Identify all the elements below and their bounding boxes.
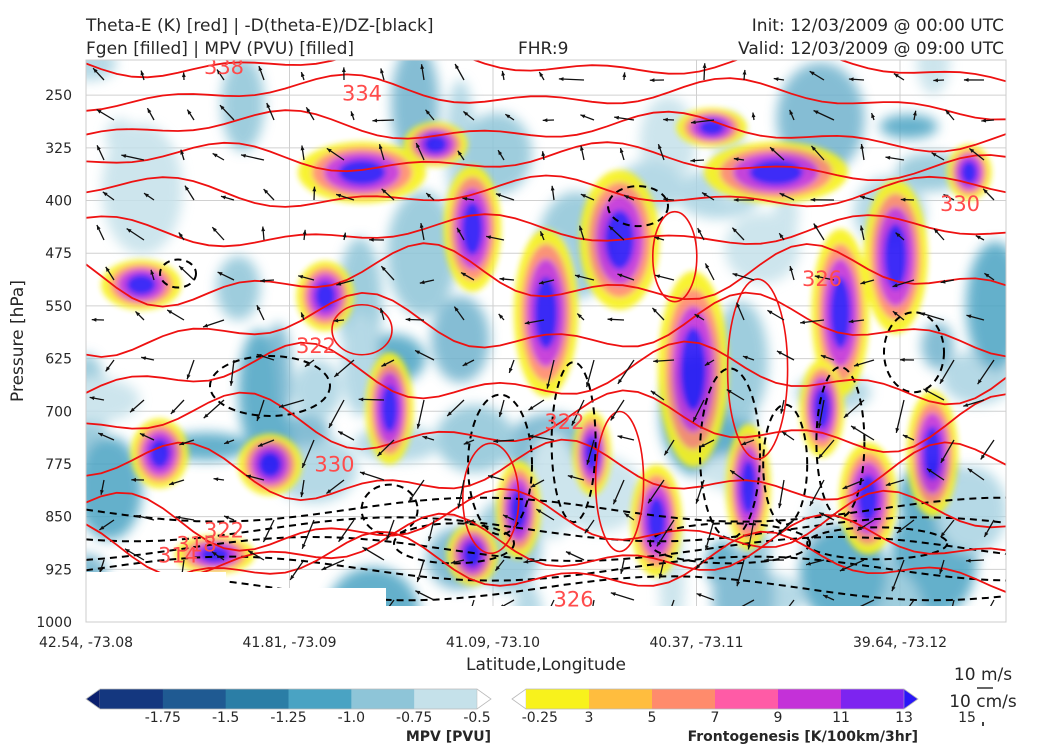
theta-e-label: 318 [176,533,216,557]
title-left-line2: Fgen [filled] | MPV (PVU) [filled] [86,39,354,59]
theta-e-label: 322 [204,519,244,543]
colorbar-tick-label: 11 [832,710,850,726]
theta-e-label: 322 [296,334,336,358]
terrain-mask [86,572,1006,622]
title-valid: Valid: 12/03/2009 @ 09:00 UTC [738,39,1004,59]
y-tick-label: 550 [45,299,72,315]
mpv-colorbar: -1.75 -1.5 -1.25 -1.0 -0.75 -0.5 -0.25 [85,688,558,726]
y-tick-label: 700 [45,404,72,420]
y-axis-label: Pressure [hPa] [8,280,28,402]
mpv-colorbar-title: MPV [PVU] [406,729,491,745]
y-tick-label: 475 [45,246,72,262]
theta-e-label: 334 [342,82,382,106]
theta-e-label: 322 [544,410,584,434]
wind-vectors [89,63,995,622]
title-fhr: FHR:9 [518,39,568,59]
colorbar-tick-label: 13 [895,710,913,726]
colorbar-tick-label: 9 [774,710,783,726]
theta-e-label: 330 [314,453,354,477]
title-init: Init: 12/03/2009 @ 00:00 UTC [752,16,1004,36]
theta-e-label: 326 [554,588,594,612]
colorbar-tick-label: -1.0 [338,710,365,726]
colorbar-tick-label: 3 [585,710,594,726]
x-tick-label: 42.54, -73.08 [39,635,133,651]
x-tick-label: 40.37, -73.11 [649,635,743,651]
fgen-colorbar-title: Frontogenesis [K/100km/3hr] [688,729,918,745]
y-tick-label: 1000 [36,615,72,631]
y-tick-label: 250 [45,88,72,104]
colorbar-tick-label: -0.75 [396,710,432,726]
colorbar-tick-label: 5 [648,710,657,726]
y-tick-label: 850 [45,510,72,526]
y-tick-label: 625 [45,352,72,368]
y-tick-label: 400 [45,194,72,210]
x-tick-label: 39.64, -73.12 [853,635,947,651]
theta-e-label: 330 [940,192,980,216]
colorbar-tick-label: -0.5 [463,710,490,726]
vector-key-horizontal: 10 m/s [954,665,1012,685]
y-tick-label: 325 [45,141,72,157]
x-tick-label: 41.81, -73.09 [242,635,336,651]
y-tick-label: 925 [45,562,72,578]
x-tick-label: 41.09, -73.10 [446,635,540,651]
colorbar-tick-label: -1.25 [270,710,306,726]
y-axis-ticks: 250 325 400 475 550 625 700 775 850 925 1000 [36,88,72,631]
vector-key-vertical: 10 cm/s [949,692,1017,712]
theta-e-label: 338 [204,55,244,79]
colorbar-tick-label: -0.25 [522,710,558,726]
y-tick-label: 775 [45,457,72,473]
colorbar-tick-label: -1.5 [212,710,239,726]
colorbar-tick-label: -1.75 [145,710,181,726]
theta-e-red-contours [86,60,1006,597]
fgen-colorbar: 3 5 7 9 11 13 15 [511,688,976,726]
theta-e-label: 314 [158,543,198,567]
colorbar-tick-label: 15 [958,710,976,726]
title-left-line1: Theta-E (K) [red] | -D(theta-E)/DZ-[blac… [85,16,434,36]
plot-frame [85,59,1007,623]
theta-e-label: 326 [802,267,842,291]
x-axis-ticks: 42.54, -73.08 41.81, -73.09 41.09, -73.10 4… [39,635,947,651]
x-axis-label: Latitude,Longitude [466,655,626,675]
colorbar-tick-label: 7 [711,710,720,726]
